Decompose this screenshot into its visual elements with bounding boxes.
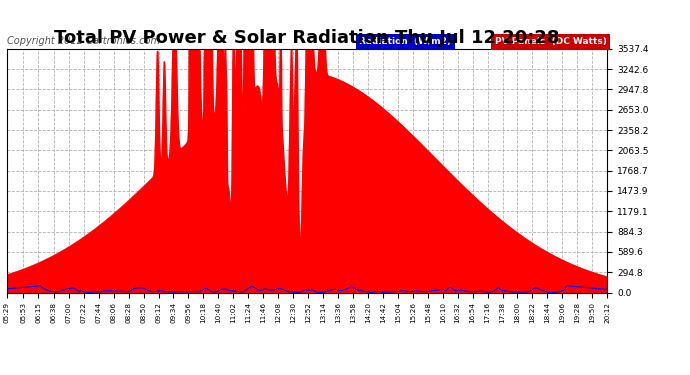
Title: Total PV Power & Solar Radiation Thu Jul 12 20:28: Total PV Power & Solar Radiation Thu Jul… — [55, 29, 560, 47]
Text: PV Panels  (DC Watts): PV Panels (DC Watts) — [495, 38, 607, 46]
Text: Copyright 2012 Cartronics.com: Copyright 2012 Cartronics.com — [7, 36, 160, 46]
Text: Radiation  (W/m2): Radiation (W/m2) — [359, 38, 451, 46]
